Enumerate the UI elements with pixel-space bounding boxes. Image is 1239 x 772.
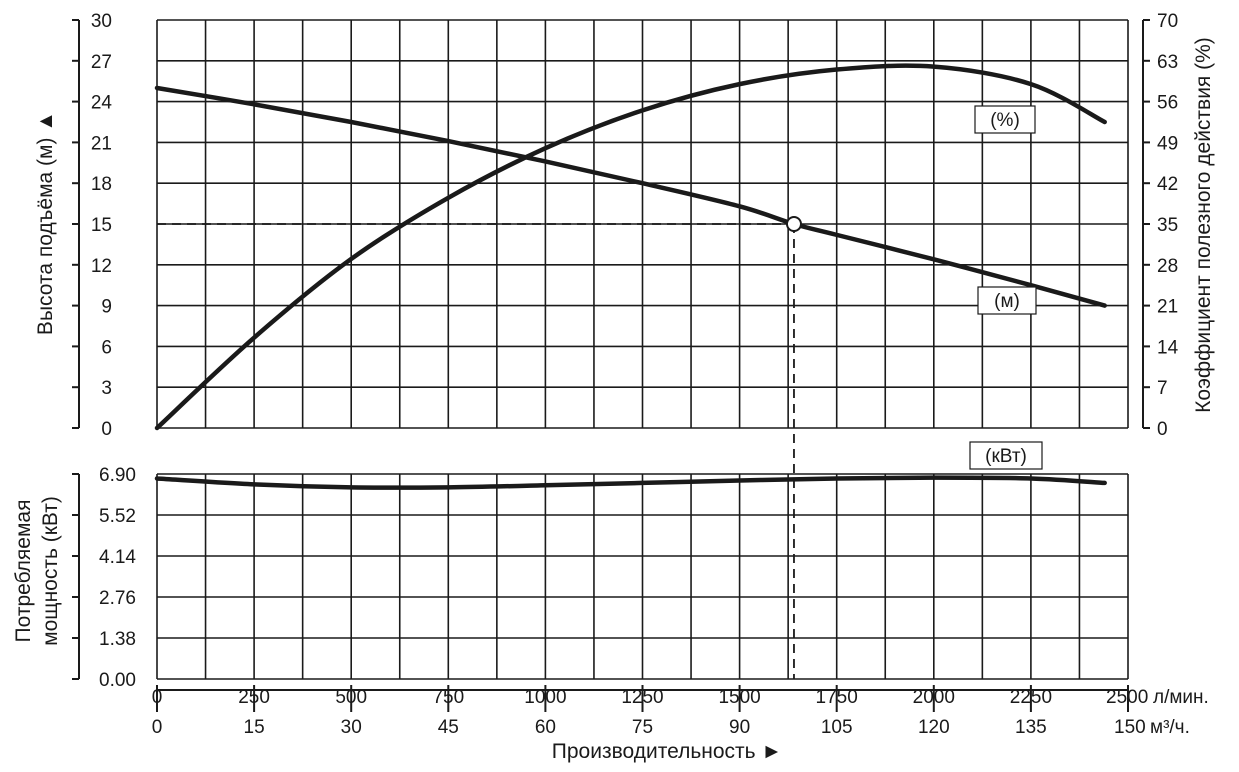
power-tick-label: 6.90	[99, 465, 136, 486]
head-tick-label: 0	[101, 419, 112, 440]
efficiency-tick-label: 14	[1157, 337, 1179, 358]
flow-lpm-tick-label: 1250	[621, 687, 663, 708]
efficiency-tick-label: 63	[1157, 52, 1178, 73]
flow-lpm-tick-label: 2250	[1010, 687, 1052, 708]
flow-m3h-tick-label: 15	[244, 717, 265, 738]
x-primary-unit: л/мин.	[1153, 687, 1209, 708]
efficiency-tick-label: 7	[1157, 378, 1168, 399]
head-tick-label: 15	[91, 215, 112, 236]
flow-lpm-tick-label: 1750	[816, 687, 858, 708]
axes	[72, 19, 1150, 712]
efficiency-tick-label: 28	[1157, 256, 1178, 277]
head-curve	[154, 85, 1107, 308]
power-tick-label: 2.76	[99, 588, 136, 609]
efficiency-tick-label: 56	[1157, 93, 1178, 114]
efficiency-tick-label: 35	[1157, 215, 1178, 236]
flow-lpm-tick-label: 2000	[913, 687, 955, 708]
flow-m3h-tick-label: 0	[152, 717, 163, 738]
power-tick-label: 0.00	[99, 670, 136, 691]
flow-lpm-tick-label: 500	[335, 687, 367, 708]
head-tick-label: 3	[101, 378, 112, 399]
top-panel-grid	[156, 19, 1129, 429]
head-curve-label: (м)	[994, 291, 1020, 312]
operating-point-guides	[157, 223, 795, 679]
efficiency-tick-label: 70	[1157, 11, 1178, 32]
x-secondary-unit: м³/ч.	[1150, 717, 1190, 738]
x-axis-title: Производительность ►	[552, 740, 782, 763]
head-curve-label-box	[977, 286, 1037, 315]
curve-labels: (%) (м) (кВт)	[969, 105, 1043, 470]
flow-m3h-tick-label: 90	[729, 717, 750, 738]
head-tick-label: 12	[91, 256, 112, 277]
flow-lpm-tick-label: 1000	[524, 687, 566, 708]
power-tick-label: 5.52	[99, 506, 136, 527]
flow-lpm-tick-label: 0	[152, 687, 163, 708]
left-axis-title-head: Высота подъёма (м) ▲	[34, 111, 57, 335]
flow-m3h-tick-label: 135	[1015, 717, 1047, 738]
flow-m3h-tick-label: 75	[632, 717, 653, 738]
efficiency-tick-label: 21	[1157, 297, 1178, 318]
head-tick-label: 6	[101, 337, 112, 358]
head-tick-label: 27	[91, 52, 112, 73]
left-axis-title-power-line2: мощность (кВт)	[39, 496, 62, 646]
flow-lpm-tick-label: 250	[238, 687, 270, 708]
power-tick-label: 1.38	[99, 629, 136, 650]
efficiency-curve	[154, 63, 1107, 431]
power-curve	[154, 475, 1107, 490]
performance-curves	[154, 63, 1107, 490]
flow-m3h-tick-label: 60	[535, 717, 556, 738]
bottom-panel-grid	[156, 473, 1129, 680]
head-tick-label: 21	[91, 133, 112, 154]
efficiency-curve-label: (%)	[990, 110, 1020, 131]
right-axis-title-efficiency: Коэффициент полезного действия (%)	[1192, 37, 1215, 413]
flow-lpm-tick-label: 750	[432, 687, 464, 708]
efficiency-tick-label: 49	[1157, 133, 1178, 154]
power-curve-label: (кВт)	[985, 446, 1027, 467]
efficiency-tick-label: 0	[1157, 419, 1168, 440]
head-tick-label: 24	[91, 93, 113, 114]
left-axis-title-power-line1: Потребляемая	[12, 500, 35, 643]
power-curve-label-box	[969, 441, 1043, 470]
flow-m3h-tick-label: 30	[341, 717, 362, 738]
flow-m3h-tick-label: 105	[821, 717, 853, 738]
efficiency-curve-label-box	[974, 105, 1036, 134]
operating-point-marker	[785, 216, 802, 232]
flow-m3h-tick-label: 45	[438, 717, 459, 738]
head-tick-label: 9	[101, 297, 112, 318]
efficiency-tick-label: 42	[1157, 174, 1178, 195]
head-tick-label: 18	[91, 174, 112, 195]
tick-labels: 0 3 6 9 12 15 18 21 24 27 30 0 7 14 21 28 35 42 49 56 63 70 0.…	[91, 11, 1179, 738]
head-tick-label: 30	[91, 11, 112, 32]
flow-lpm-tick-label: 2500	[1106, 687, 1148, 708]
flow-m3h-tick-label: 120	[918, 717, 950, 738]
power-tick-label: 4.14	[99, 547, 136, 568]
flow-lpm-tick-label: 1500	[718, 687, 760, 708]
flow-m3h-tick-label: 150	[1114, 717, 1146, 738]
